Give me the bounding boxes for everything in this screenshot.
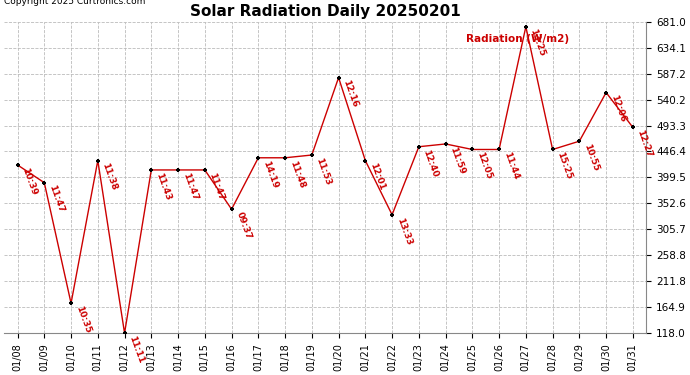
Point bbox=[226, 206, 237, 212]
Text: 12:01: 12:01 bbox=[368, 162, 386, 192]
Point bbox=[359, 158, 371, 164]
Text: 14:19: 14:19 bbox=[261, 159, 279, 189]
Point bbox=[92, 158, 104, 164]
Point bbox=[600, 90, 611, 96]
Text: 12:16: 12:16 bbox=[342, 79, 359, 109]
Point bbox=[574, 138, 585, 144]
Text: 15:25: 15:25 bbox=[555, 151, 573, 181]
Text: 10:39: 10:39 bbox=[20, 166, 39, 196]
Point bbox=[333, 75, 344, 81]
Point bbox=[253, 155, 264, 161]
Point bbox=[547, 147, 558, 153]
Text: 13:33: 13:33 bbox=[395, 216, 413, 246]
Text: 11:47: 11:47 bbox=[181, 171, 199, 201]
Text: 11:44: 11:44 bbox=[502, 151, 520, 181]
Text: 12:40: 12:40 bbox=[422, 148, 440, 178]
Point bbox=[493, 147, 504, 153]
Point bbox=[39, 180, 50, 186]
Text: 11:53: 11:53 bbox=[315, 156, 333, 186]
Point bbox=[467, 147, 478, 153]
Point bbox=[279, 155, 290, 161]
Point bbox=[66, 300, 77, 306]
Text: 11:38: 11:38 bbox=[101, 162, 119, 192]
Point bbox=[440, 141, 451, 147]
Text: 10:55: 10:55 bbox=[582, 142, 600, 172]
Point bbox=[306, 152, 317, 158]
Text: 11:47: 11:47 bbox=[47, 184, 66, 214]
Text: 12:06: 12:06 bbox=[609, 94, 627, 124]
Text: 09:37: 09:37 bbox=[235, 211, 253, 241]
Point bbox=[199, 167, 210, 173]
Point bbox=[146, 167, 157, 173]
Text: 10:35: 10:35 bbox=[74, 304, 92, 334]
Point bbox=[520, 24, 531, 30]
Point bbox=[12, 162, 23, 168]
Title: Solar Radiation Daily 20250201: Solar Radiation Daily 20250201 bbox=[190, 4, 461, 19]
Point bbox=[413, 144, 424, 150]
Point bbox=[172, 167, 184, 173]
Text: 12:27: 12:27 bbox=[635, 129, 654, 159]
Text: Radiation (W/m2): Radiation (W/m2) bbox=[466, 34, 569, 44]
Text: 11:59: 11:59 bbox=[448, 146, 466, 176]
Text: 13:25: 13:25 bbox=[529, 28, 547, 58]
Text: 11:48: 11:48 bbox=[288, 159, 306, 189]
Text: 11:43: 11:43 bbox=[154, 171, 172, 201]
Point bbox=[119, 330, 130, 336]
Point bbox=[386, 212, 397, 218]
Text: 12:05: 12:05 bbox=[475, 151, 493, 181]
Point bbox=[627, 124, 638, 130]
Text: Copyright 2025 Curtronics.com: Copyright 2025 Curtronics.com bbox=[4, 0, 146, 6]
Text: 11:47: 11:47 bbox=[208, 171, 226, 201]
Text: 11:11: 11:11 bbox=[128, 334, 146, 364]
